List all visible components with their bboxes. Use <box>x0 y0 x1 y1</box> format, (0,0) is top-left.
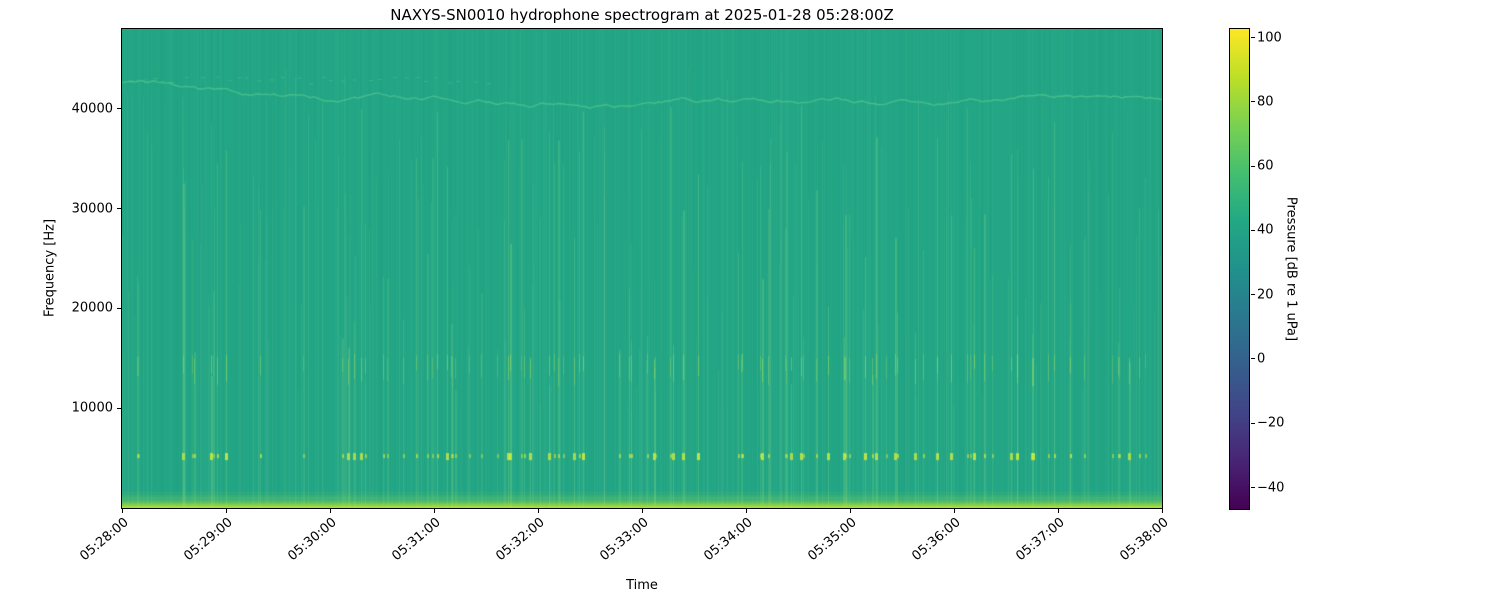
colorbar-tickmark <box>1251 37 1255 39</box>
x-tickmark <box>329 509 331 513</box>
colorbar <box>1229 28 1250 510</box>
x-tick-label: 05:33:00 <box>597 515 652 565</box>
x-tickmark <box>1057 509 1059 513</box>
y-tick-label: 30000 <box>71 201 113 217</box>
y-tick-label: 20000 <box>71 300 113 316</box>
colorbar-tick-label: 0 <box>1257 351 1266 367</box>
x-tick-label: 05:29:00 <box>181 515 236 565</box>
colorbar-tick-label: 20 <box>1257 287 1274 303</box>
x-axis-label: Time <box>626 578 658 593</box>
colorbar-tick-label: 60 <box>1257 158 1274 174</box>
x-tickmark <box>433 509 435 513</box>
x-tickmark <box>849 509 851 513</box>
plot-area <box>121 28 1163 509</box>
x-tick-label: 05:38:00 <box>1117 515 1172 565</box>
x-tick-label: 05:30:00 <box>285 515 340 565</box>
y-tickmark <box>117 108 121 110</box>
x-tick-label: 05:31:00 <box>389 515 444 565</box>
x-tick-label: 05:35:00 <box>805 515 860 565</box>
x-tickmark <box>1161 509 1163 513</box>
x-tickmark <box>745 509 747 513</box>
colorbar-tick-label: −40 <box>1257 480 1285 495</box>
y-tickmark <box>117 208 121 210</box>
x-tickmark <box>537 509 539 513</box>
x-tickmark <box>641 509 643 513</box>
x-tick-label: 05:36:00 <box>909 515 964 565</box>
y-tickmark <box>117 407 121 409</box>
colorbar-tickmark <box>1251 487 1255 488</box>
colorbar-tick-label: −20 <box>1257 415 1285 431</box>
colorbar-label: Pressure [dB re 1 uPa] <box>1283 196 1299 342</box>
colorbar-tick-label: 80 <box>1257 94 1274 110</box>
chart-title: NAXYS-SN0010 hydrophone spectrogram at 2… <box>390 6 894 24</box>
colorbar-tickmark <box>1251 229 1255 231</box>
y-axis-label: Frequency [Hz] <box>42 218 58 318</box>
y-tick-label: 40000 <box>71 101 113 117</box>
x-tick-label: 05:34:00 <box>701 515 756 565</box>
x-tickmark <box>121 509 123 513</box>
x-tick-label: 05:37:00 <box>1013 515 1068 565</box>
y-tick-label: 10000 <box>71 400 113 416</box>
colorbar-tickmark <box>1251 101 1255 103</box>
colorbar-tick-label: 40 <box>1257 222 1274 238</box>
colorbar-tickmark <box>1251 422 1255 424</box>
x-tickmark <box>225 509 227 513</box>
colorbar-tickmark <box>1251 358 1255 360</box>
colorbar-tick-label: 100 <box>1257 30 1282 46</box>
y-tickmark <box>117 307 121 309</box>
x-tickmark <box>953 509 955 513</box>
spectrogram-image <box>122 29 1162 508</box>
colorbar-tickmark <box>1251 165 1255 167</box>
x-tick-label: 05:32:00 <box>493 515 548 565</box>
colorbar-tickmark <box>1251 294 1255 296</box>
x-tick-label: 05:28:00 <box>77 515 132 565</box>
